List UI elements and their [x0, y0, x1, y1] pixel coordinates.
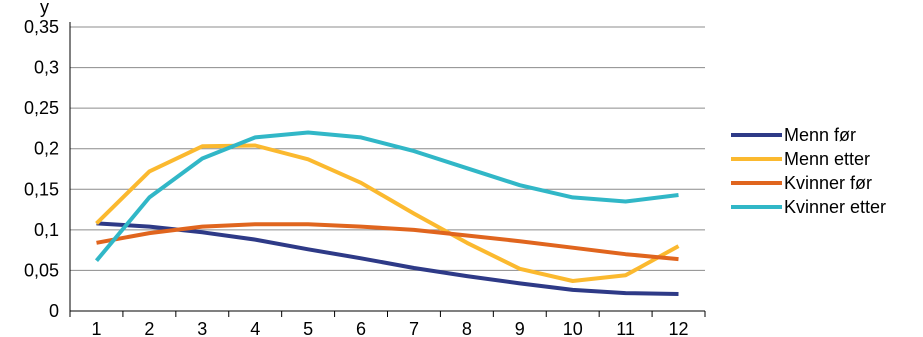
gridlines — [70, 26, 705, 271]
x-tick-label: 4 — [250, 319, 260, 337]
series-line-menn-etter — [95, 143, 680, 283]
x-tick-label: 6 — [356, 319, 366, 337]
legend-label: Kvinner før — [784, 173, 872, 193]
y-tick-label: 0,15 — [24, 179, 59, 199]
series-line-kvinner-før — [96, 222, 679, 262]
x-tick-label: 2 — [144, 319, 154, 337]
legend-label: Menn etter — [784, 149, 870, 169]
legend: Menn før Menn etter Kvinner før Kvinner ett… — [731, 125, 886, 217]
legend-label: Kvinner etter — [784, 197, 886, 217]
series-line-menn-før — [96, 221, 679, 296]
y-tick-label: 0,35 — [24, 17, 59, 37]
x-tick-label: 10 — [563, 319, 583, 337]
x-tick-label: 7 — [409, 319, 419, 337]
x-tick-label: 12 — [669, 319, 689, 337]
series-lines — [94, 130, 680, 296]
legend-label: Menn før — [784, 125, 856, 145]
y-axis-ticks: 0 0,05 0,1 0,15 0,2 0,25 0,3 0,35 — [24, 17, 59, 321]
y-tick-label: 0,25 — [24, 98, 59, 118]
x-tick-label: 1 — [91, 319, 101, 337]
y-tick-label: 0 — [49, 301, 59, 321]
y-tick-label: 0,2 — [34, 139, 59, 159]
y-tick-label: 0,05 — [24, 260, 59, 280]
x-tick-label: 8 — [462, 319, 472, 337]
y-axis-label: y — [40, 0, 49, 17]
x-tick-label: 9 — [515, 319, 525, 337]
series-line-kvinner-etter — [94, 130, 679, 262]
y-tick-label: 0,3 — [34, 58, 59, 78]
x-tick-label: 5 — [303, 319, 313, 337]
x-tick-label: 11 — [616, 319, 635, 337]
y-tick-label: 0,1 — [34, 220, 59, 240]
x-tick-label: 3 — [197, 319, 207, 337]
x-axis: 1 2 3 4 5 6 7 8 9 10 11 12 — [69, 22, 706, 337]
